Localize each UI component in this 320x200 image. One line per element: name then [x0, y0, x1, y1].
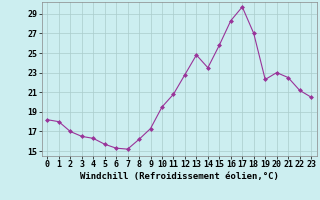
- X-axis label: Windchill (Refroidissement éolien,°C): Windchill (Refroidissement éolien,°C): [80, 172, 279, 181]
